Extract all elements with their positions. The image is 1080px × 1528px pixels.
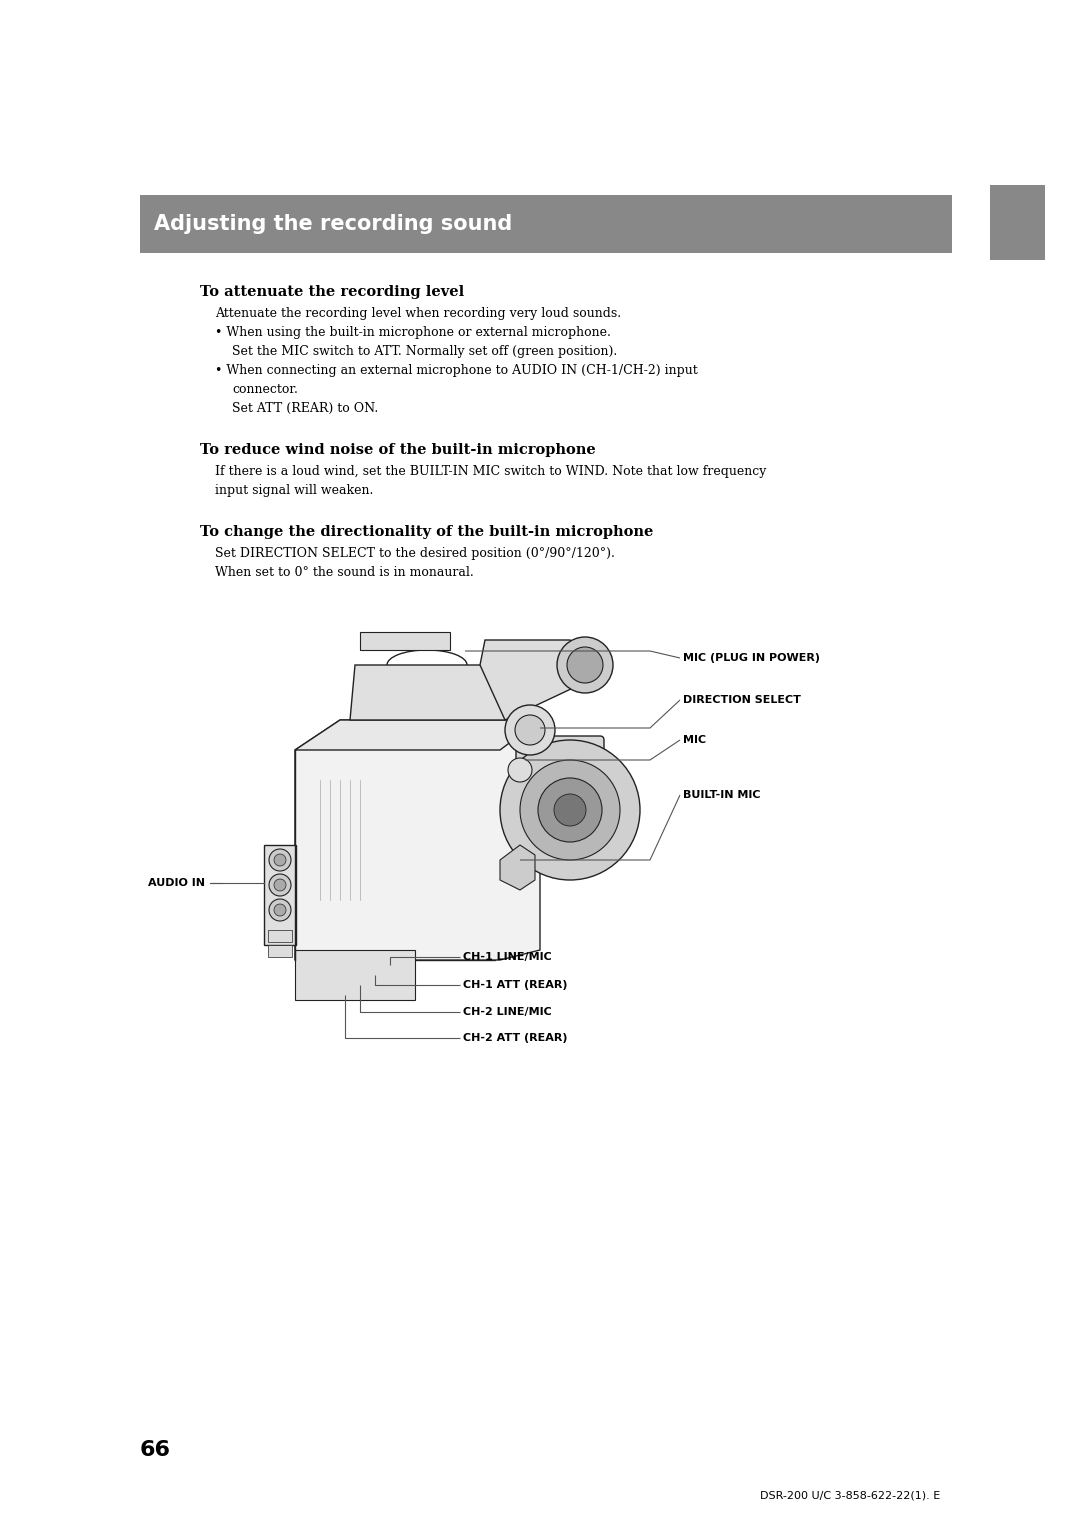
Text: connector.: connector. [232,384,298,396]
Circle shape [274,854,286,866]
Text: Adjusting the recording sound: Adjusting the recording sound [154,214,512,234]
FancyBboxPatch shape [268,944,292,957]
Text: CH-1 ATT (REAR): CH-1 ATT (REAR) [463,979,567,990]
FancyBboxPatch shape [516,736,604,824]
Text: To attenuate the recording level: To attenuate the recording level [200,286,464,299]
Circle shape [519,759,620,860]
Text: AUDIO IN: AUDIO IN [148,879,205,888]
FancyBboxPatch shape [264,845,296,944]
Circle shape [274,879,286,891]
Polygon shape [480,640,590,720]
Text: CH-2 ATT (REAR): CH-2 ATT (REAR) [463,1033,567,1044]
Circle shape [508,758,532,782]
Text: DIRECTION SELECT: DIRECTION SELECT [683,695,801,704]
FancyBboxPatch shape [360,633,450,649]
Text: MIC: MIC [683,735,706,746]
Text: Set DIRECTION SELECT to the desired position (0°/90°/120°).: Set DIRECTION SELECT to the desired posi… [215,547,615,559]
Circle shape [269,850,291,871]
Bar [140,196,951,254]
Text: Set the MIC switch to ATT. Normally set off (green position).: Set the MIC switch to ATT. Normally set … [232,345,618,358]
FancyBboxPatch shape [295,950,415,999]
Text: BUILT-IN MIC: BUILT-IN MIC [683,790,760,801]
Circle shape [554,795,586,827]
Text: 66: 66 [140,1439,171,1459]
Circle shape [567,646,603,683]
Bar [990,185,1045,260]
Text: If there is a loud wind, set the BUILT-IN MIC switch to WIND. Note that low freq: If there is a loud wind, set the BUILT-I… [215,465,767,478]
FancyBboxPatch shape [268,931,292,941]
Text: To change the directionality of the built-in microphone: To change the directionality of the buil… [200,526,653,539]
Circle shape [269,898,291,921]
Circle shape [557,637,613,694]
Circle shape [274,905,286,915]
Text: MIC (PLUG IN POWER): MIC (PLUG IN POWER) [683,652,820,663]
Text: DSR-200 U/C 3-858-622-22(1). E: DSR-200 U/C 3-858-622-22(1). E [759,1490,940,1500]
Text: input signal will weaken.: input signal will weaken. [215,484,374,497]
Polygon shape [295,720,540,750]
Text: CH-1 LINE/MIC: CH-1 LINE/MIC [463,952,552,963]
Text: • When using the built-in microphone or external microphone.: • When using the built-in microphone or … [215,325,611,339]
Text: Set ATT (REAR) to ON.: Set ATT (REAR) to ON. [232,402,378,416]
Circle shape [538,778,602,842]
Circle shape [515,715,545,746]
Text: • When connecting an external microphone to AUDIO IN (CH-1/CH-2) input: • When connecting an external microphone… [215,364,698,377]
Polygon shape [500,845,535,889]
FancyBboxPatch shape [295,750,495,960]
Text: To reduce wind noise of the built-in microphone: To reduce wind noise of the built-in mic… [200,443,596,457]
Polygon shape [350,665,505,720]
Circle shape [269,874,291,895]
Text: When set to 0° the sound is in monaural.: When set to 0° the sound is in monaural. [215,565,474,579]
Text: CH-2 LINE/MIC: CH-2 LINE/MIC [463,1007,552,1018]
Circle shape [500,740,640,880]
Text: Attenuate the recording level when recording very loud sounds.: Attenuate the recording level when recor… [215,307,621,319]
Circle shape [505,704,555,755]
Polygon shape [295,720,540,960]
